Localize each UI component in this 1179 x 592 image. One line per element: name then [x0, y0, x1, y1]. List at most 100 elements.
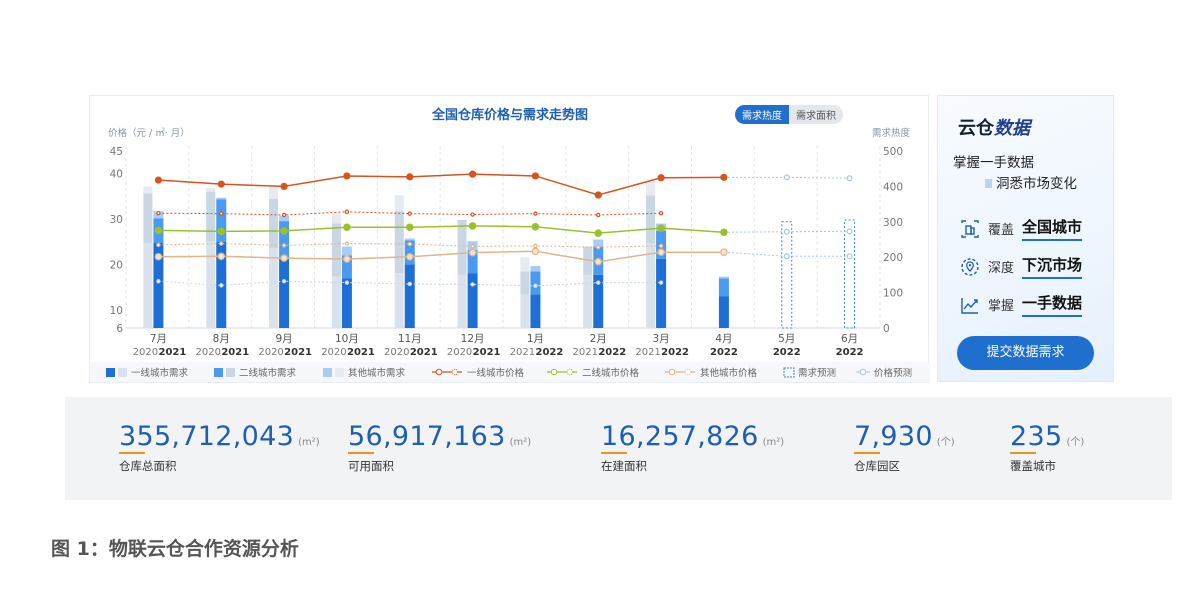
- demand-bar-other: [718, 276, 729, 279]
- x-tick-year: 2021: [158, 347, 186, 358]
- x-tick-year: 2021: [473, 347, 501, 358]
- price-tier2-prev-line-point: [219, 241, 224, 246]
- stats-bar: 355,712,043 (m²) 仓库总面积 56,917,163 (m²) 可用面…: [65, 397, 1172, 500]
- x-tick-year: 2022: [661, 347, 689, 358]
- x-tick-year: 2022: [773, 347, 801, 358]
- demand-bar-tier2: [279, 221, 290, 259]
- legend-label: 二线城市价格: [582, 367, 640, 379]
- legend-label: 价格预测: [874, 367, 912, 379]
- prev-year-bar-other: [331, 212, 341, 224]
- feature-data-prefix: 掌握: [988, 299, 1015, 314]
- price-other-prev-line-point: [470, 282, 475, 287]
- stat-value: 355,712,043: [119, 421, 295, 452]
- price-tier1-forecast-line-point: [783, 174, 790, 181]
- price-other-line-point: [405, 252, 414, 261]
- price-tier2-line-point: [405, 223, 414, 232]
- price-other-prev-line-point: [533, 283, 538, 288]
- legend-swatch-other: [323, 368, 332, 377]
- stat-underline: [601, 452, 627, 454]
- prev-year-bar-tier2: [520, 271, 530, 295]
- legend-label: 需求预测: [798, 367, 836, 379]
- prev-year-bar-tier1: [143, 243, 153, 328]
- x-tick-prev-year: 2020: [196, 347, 221, 358]
- price-tier2-line-point: [594, 229, 603, 237]
- price-other-prev-line-point: [596, 280, 601, 285]
- legend-dot: [859, 368, 867, 376]
- prev-year-bar-tier2: [143, 193, 153, 244]
- price-tier1-prev-line-point: [219, 211, 224, 216]
- stat-label: 仓库总面积: [119, 459, 177, 473]
- stat-underline: [348, 452, 374, 454]
- prev-year-bar-other: [269, 186, 279, 199]
- stat-underline: [1010, 452, 1036, 454]
- price-tier1-line-point: [154, 176, 163, 184]
- prev-year-bar-tier2: [269, 198, 279, 249]
- price-other-line-point: [154, 252, 163, 261]
- demand-bar-tier1: [718, 296, 729, 328]
- price-tier2-line-point: [280, 227, 288, 235]
- feature-depth-bold: 下沉市场: [1022, 254, 1083, 279]
- price-other-prev-line-point: [156, 279, 161, 284]
- price-other-line-point: [280, 254, 288, 262]
- stat-value: 16,257,826: [601, 421, 759, 452]
- price-tier1-forecast-line: [723, 176, 850, 179]
- feature-depth-prefix: 深度: [988, 261, 1015, 276]
- y-left-axis-label: 价格（元 / ㎡· 月）: [108, 127, 190, 139]
- legend-dot: [435, 368, 443, 376]
- x-tick-year: 2022: [535, 347, 563, 358]
- demand-bar-tier2: [467, 250, 478, 274]
- price-tier1-prev-line-point: [470, 212, 475, 217]
- y-right-tick: 400: [883, 181, 903, 193]
- price-tier2-line-point: [343, 223, 351, 232]
- stat-available-area: 56,917,163 (m²) 可用面积: [348, 421, 531, 474]
- x-tick-month: 3月: [652, 333, 669, 345]
- demand-bar-tier1: [656, 258, 667, 328]
- demand-forecast-bar: [844, 219, 856, 329]
- price-tier1-line-point: [720, 173, 728, 181]
- demand-bar-tier2: [341, 255, 352, 279]
- legend-swatch-tier2: [214, 368, 223, 377]
- price-tier1-line-point: [280, 182, 288, 191]
- price-tier2-line-point: [217, 227, 226, 236]
- legend-dot: [451, 368, 459, 376]
- feature-data-bold: 一手数据: [1022, 292, 1083, 317]
- price-tier2-forecast-line-point: [846, 228, 853, 235]
- x-tick-prev-year: 2020: [447, 347, 472, 358]
- price-other-line: [158, 250, 724, 263]
- x-tick-prev-year: 2020: [133, 347, 158, 358]
- stat-value: 235: [1010, 421, 1063, 452]
- promo-brand: 云仓数据: [958, 114, 1030, 140]
- demand-bar-tier1: [467, 273, 478, 328]
- y-left-tick: 45: [110, 146, 123, 158]
- y-left-tick: 6: [116, 323, 123, 335]
- legend-dot: [566, 368, 574, 376]
- stat-label: 可用面积: [348, 459, 394, 473]
- chart-toggle[interactable]: 需求热度 需求面积: [735, 105, 843, 124]
- price-tier1-prev-line-point: [156, 210, 161, 216]
- price-other-prev-line-point: [658, 280, 664, 285]
- submit-data-request-button[interactable]: 提交数据需求: [957, 336, 1094, 370]
- price-other-forecast-line-point: [846, 253, 853, 260]
- x-tick-month: 10月: [335, 333, 359, 345]
- toggle-demand-heat[interactable]: 需求热度: [735, 105, 789, 124]
- prev-year-bar-other: [394, 195, 404, 212]
- toggle-demand-area[interactable]: 需求面积: [789, 105, 843, 124]
- demand-bar-tier2: [530, 271, 541, 295]
- stat-total-area: 355,712,043 (m²) 仓库总面积: [119, 421, 320, 474]
- x-tick-prev-year: 2021: [510, 347, 535, 358]
- x-tick-year: 2021: [284, 347, 312, 358]
- price-tier2-line-point: [657, 224, 665, 232]
- price-other-line-point: [657, 248, 665, 257]
- demand-bar-tier1: [341, 278, 352, 328]
- stat-label: 在建面积: [601, 459, 647, 473]
- demand-forecast-bar: [781, 221, 793, 329]
- price-tier1-line: [158, 173, 724, 196]
- price-tier1-line-point: [468, 170, 477, 178]
- demand-bar-tier1: [279, 258, 290, 328]
- price-tier2-prev-line-point: [344, 241, 350, 246]
- price-tier1-line-point: [406, 173, 414, 181]
- y-right-tick: 100: [883, 288, 903, 300]
- legend-swatch-forecast: [783, 367, 795, 378]
- prev-year-bar-tier1: [520, 294, 530, 328]
- prev-year-bar-tier2: [331, 223, 341, 277]
